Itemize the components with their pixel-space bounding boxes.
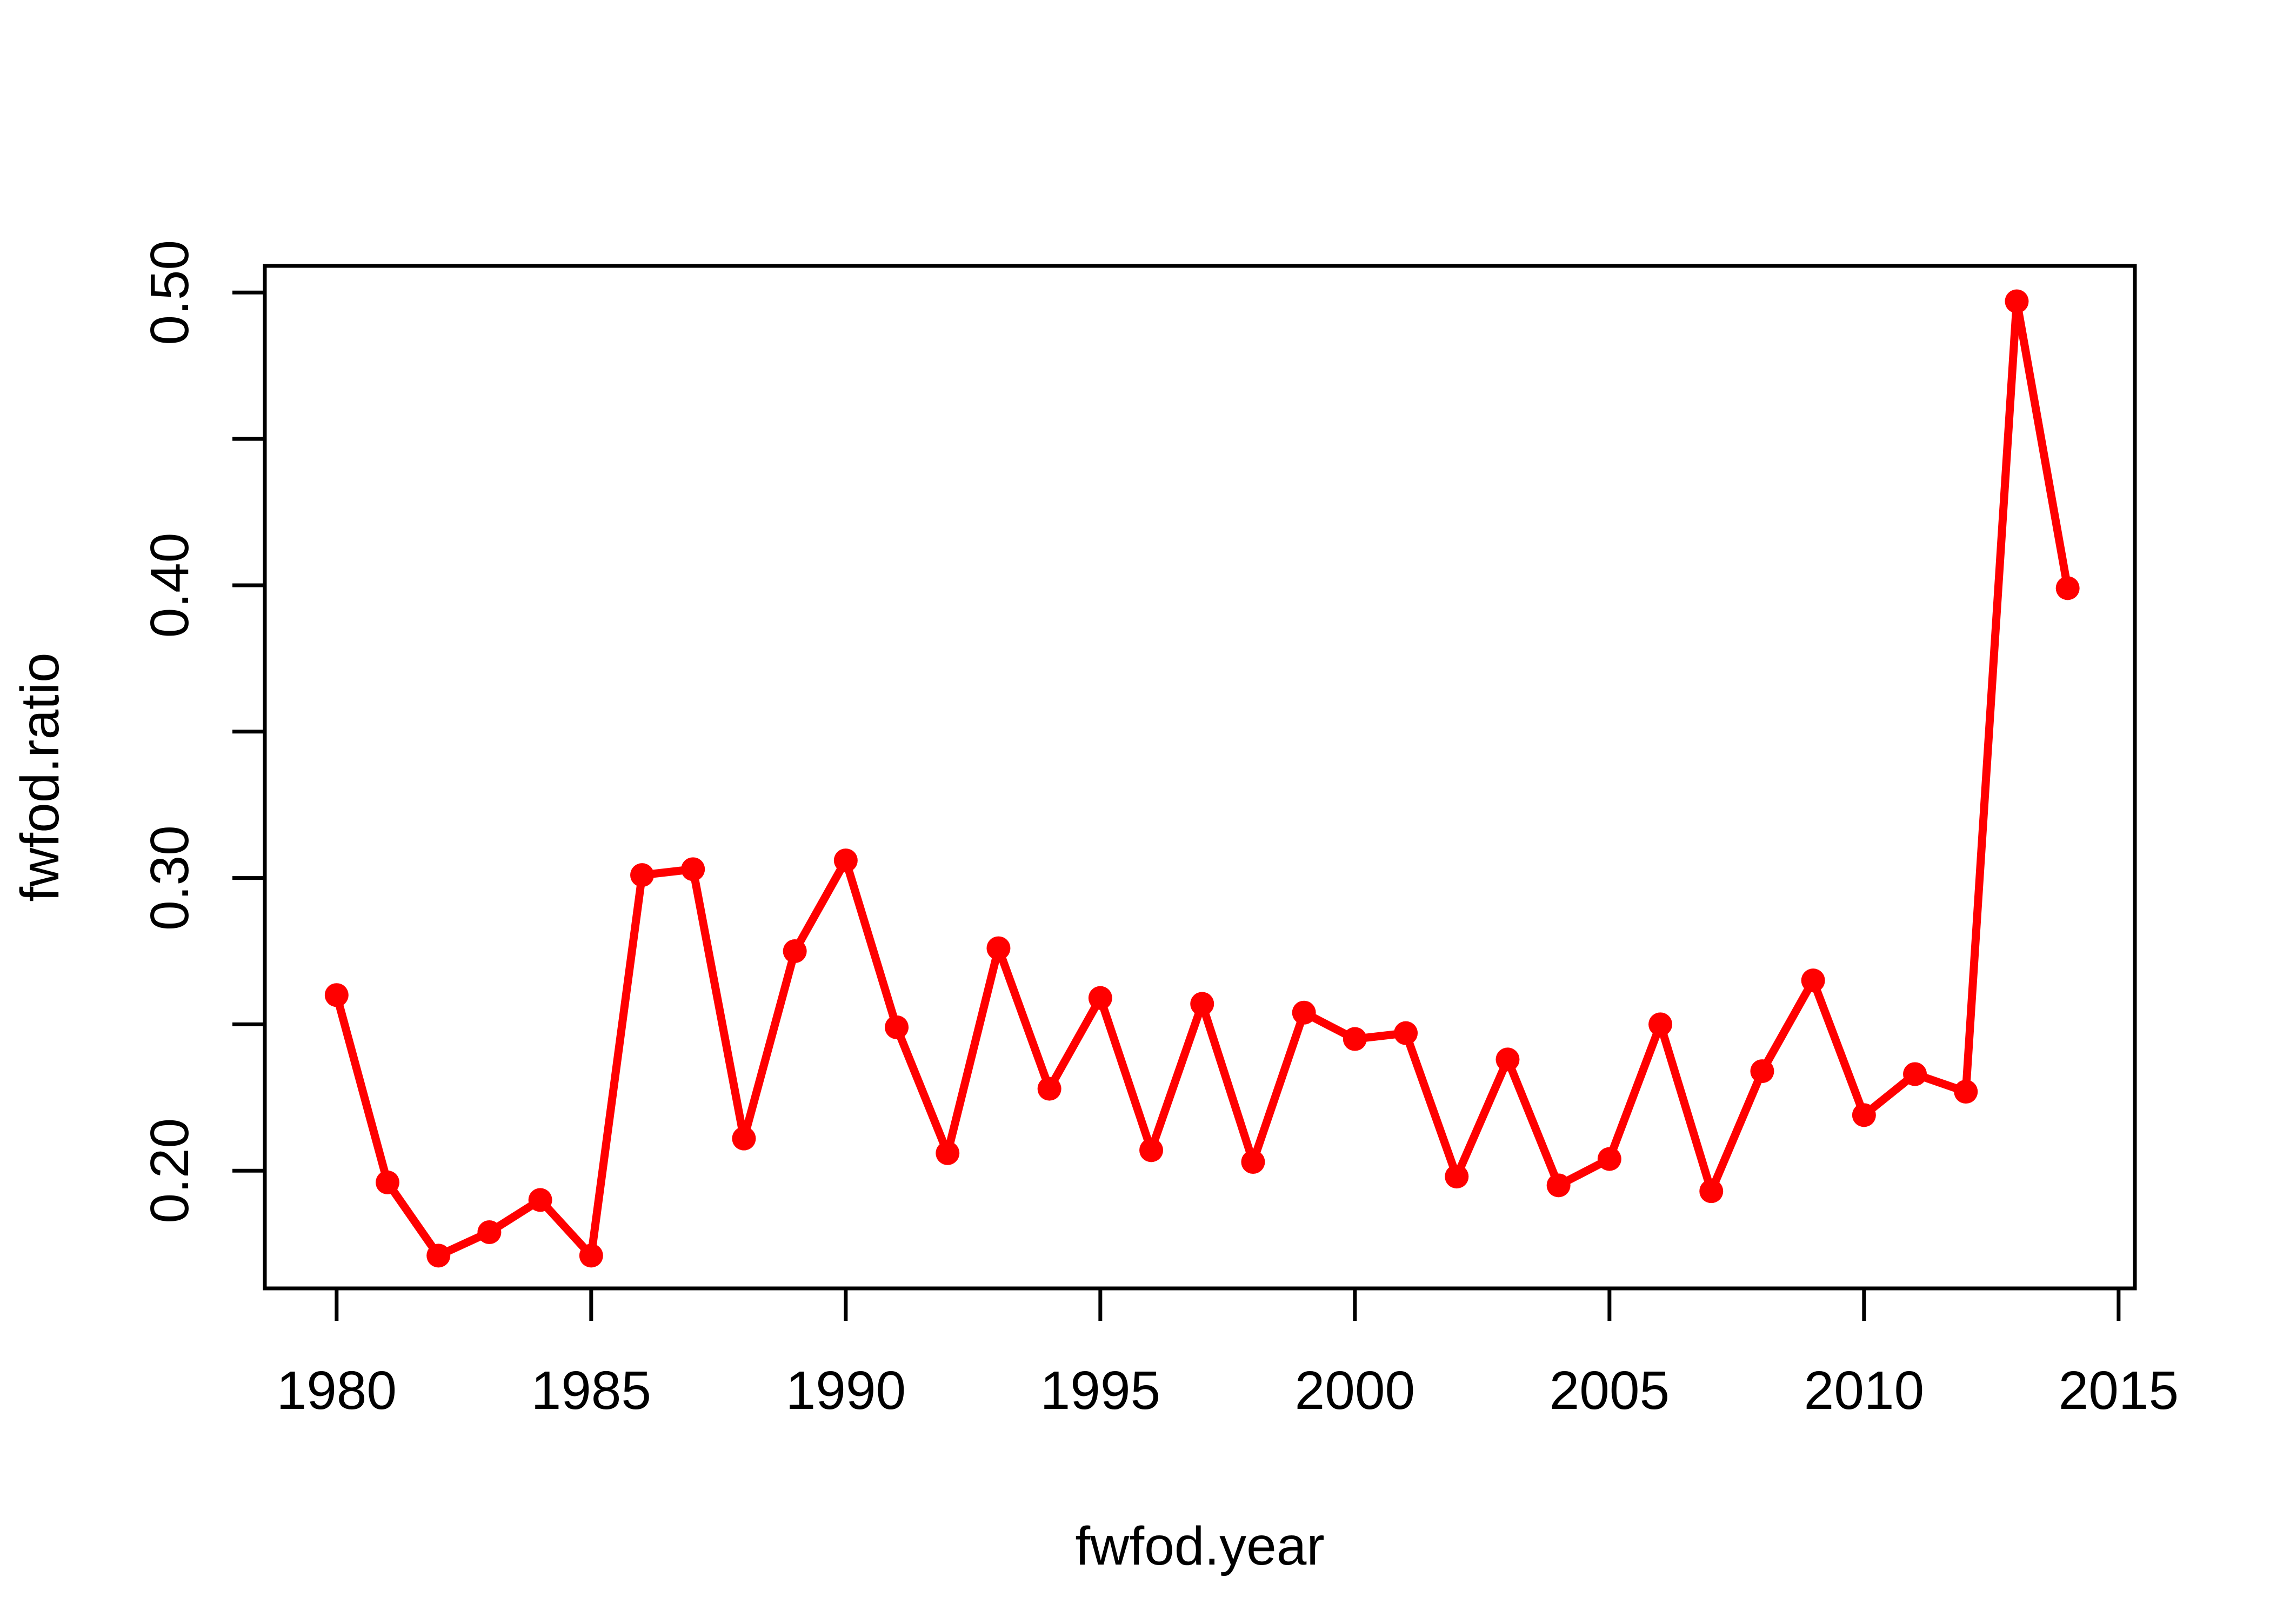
data-point [1495, 1047, 1520, 1072]
data-point [1088, 986, 1112, 1010]
x-axis-tick-label: 1985 [531, 1360, 651, 1421]
data-point [1750, 1059, 1774, 1084]
x-axis-tick-label: 1990 [786, 1360, 906, 1421]
data-point [1292, 1000, 1316, 1025]
x-axis-tick-label: 2015 [2059, 1360, 2179, 1421]
data-point [528, 1188, 552, 1212]
data-point [2005, 289, 2029, 313]
data-point [1699, 1179, 1724, 1204]
data-point [1190, 992, 1214, 1016]
data-point [630, 863, 655, 887]
data-point [426, 1244, 451, 1268]
x-axis-tick-label: 2005 [1550, 1360, 1670, 1421]
y-axis-tick-label: 0.40 [139, 533, 200, 638]
data-point [936, 1141, 960, 1165]
data-point [2055, 576, 2080, 600]
x-axis-title: fwfod.year [1075, 1516, 1324, 1576]
data-point [1954, 1080, 1978, 1104]
y-axis-title: fwfod.ratio [10, 652, 70, 901]
x-axis-tick-label: 2000 [1295, 1360, 1415, 1421]
data-point [986, 936, 1011, 960]
data-point [1241, 1150, 1265, 1174]
y-axis-tick-label: 0.50 [139, 240, 200, 345]
data-point [324, 983, 349, 1007]
data-point [1597, 1147, 1621, 1171]
x-axis-tick-label: 1995 [1040, 1360, 1160, 1421]
data-point [732, 1126, 756, 1151]
data-point [783, 939, 807, 964]
data-point [1852, 1103, 1876, 1127]
data-point [1343, 1027, 1367, 1051]
data-point [1546, 1173, 1571, 1198]
data-point [376, 1170, 400, 1194]
x-axis-tick-label: 2010 [1804, 1360, 1924, 1421]
data-point [477, 1220, 502, 1245]
y-axis-tick-label: 0.20 [139, 1118, 200, 1224]
data-point [1139, 1138, 1164, 1162]
data-point [1037, 1077, 1061, 1101]
y-axis-tick-label: 0.30 [139, 825, 200, 931]
x-axis-tick-label: 1980 [277, 1360, 397, 1421]
data-point [681, 857, 705, 881]
plot-frame [263, 264, 2137, 1291]
data-point [885, 1015, 909, 1039]
data-point [579, 1244, 603, 1268]
data-point [1394, 1021, 1418, 1045]
data-point [1903, 1062, 1927, 1086]
data-point [1648, 1012, 1673, 1037]
data-point [1801, 968, 1825, 993]
data-point [833, 848, 858, 873]
data-point [1445, 1165, 1469, 1189]
